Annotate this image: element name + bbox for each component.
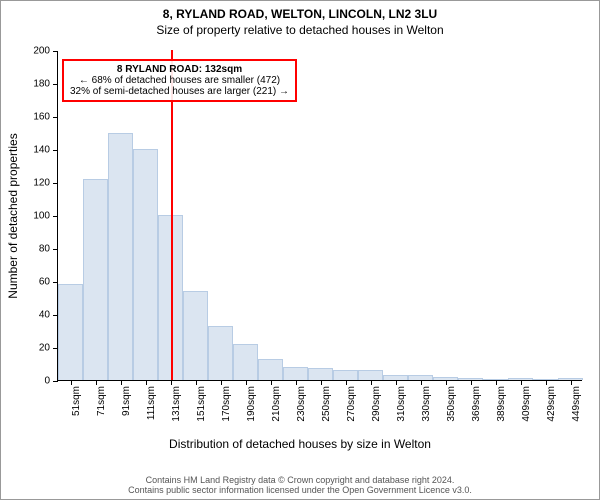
- x-tick-label: 290sqm: [371, 386, 382, 422]
- x-tick-label: 210sqm: [271, 386, 282, 422]
- y-tick-label: 20: [39, 343, 50, 354]
- x-tick-label: 409sqm: [521, 386, 532, 422]
- footer: Contains HM Land Registry data © Crown c…: [1, 475, 599, 495]
- y-axis-label: Number of detached properties: [6, 133, 20, 298]
- x-tick-label: 389sqm: [496, 386, 507, 422]
- x-tick-label: 91sqm: [121, 386, 132, 416]
- x-tick-label: 350sqm: [446, 386, 457, 422]
- y-tick-label: 80: [39, 244, 50, 255]
- x-tick-label: 330sqm: [421, 386, 432, 422]
- y-tick-label: 120: [33, 178, 50, 189]
- callout-line: 8 RYLAND ROAD: 132sqm: [70, 64, 289, 75]
- x-tick-label: 250sqm: [321, 386, 332, 422]
- callout-line: 32% of semi-detached houses are larger (…: [70, 86, 289, 97]
- histogram-bar: [283, 367, 308, 380]
- x-tick-label: 429sqm: [546, 386, 557, 422]
- chart-container: 8, RYLAND ROAD, WELTON, LINCOLN, LN2 3LU…: [0, 0, 600, 500]
- histogram-bar: [358, 370, 383, 380]
- x-tick-label: 51sqm: [71, 386, 82, 416]
- chart-title: 8, RYLAND ROAD, WELTON, LINCOLN, LN2 3LU: [1, 7, 599, 21]
- y-tick-label: 100: [33, 211, 50, 222]
- x-tick-label: 310sqm: [396, 386, 407, 422]
- y-tick-label: 160: [33, 112, 50, 123]
- histogram-bar: [183, 291, 208, 380]
- x-tick-label: 230sqm: [296, 386, 307, 422]
- x-tick-label: 449sqm: [571, 386, 582, 422]
- y-tick-label: 200: [33, 46, 50, 57]
- y-tick-label: 40: [39, 310, 50, 321]
- plot-area: 02040608010012014016018020051sqm71sqm91s…: [57, 51, 582, 381]
- histogram-bar: [308, 368, 333, 380]
- histogram-bar: [333, 370, 358, 380]
- y-tick-label: 0: [44, 376, 50, 387]
- x-tick-label: 151sqm: [196, 386, 207, 422]
- footer-line1: Contains HM Land Registry data © Crown c…: [1, 475, 599, 485]
- footer-line2: Contains public sector information licen…: [1, 485, 599, 495]
- histogram-bar: [208, 326, 233, 380]
- y-tick-label: 60: [39, 277, 50, 288]
- y-tick-label: 140: [33, 145, 50, 156]
- x-tick-label: 111sqm: [146, 386, 157, 420]
- x-tick-label: 190sqm: [246, 386, 257, 422]
- x-tick-label: 270sqm: [346, 386, 357, 422]
- x-tick-label: 71sqm: [96, 386, 107, 416]
- x-axis-label: Distribution of detached houses by size …: [1, 437, 599, 451]
- histogram-bar: [108, 133, 133, 381]
- chart-subtitle: Size of property relative to detached ho…: [1, 23, 599, 37]
- histogram-bar: [83, 179, 108, 380]
- x-tick-label: 131sqm: [171, 386, 182, 422]
- x-tick-label: 170sqm: [221, 386, 232, 422]
- histogram-bar: [233, 344, 258, 380]
- histogram-bar: [133, 149, 158, 380]
- histogram-bar: [258, 359, 283, 380]
- x-tick-label: 369sqm: [471, 386, 482, 422]
- y-tick-label: 180: [33, 79, 50, 90]
- callout-line: ← 68% of detached houses are smaller (47…: [70, 75, 289, 86]
- callout-box: 8 RYLAND ROAD: 132sqm← 68% of detached h…: [62, 59, 297, 102]
- histogram-bar: [58, 284, 83, 380]
